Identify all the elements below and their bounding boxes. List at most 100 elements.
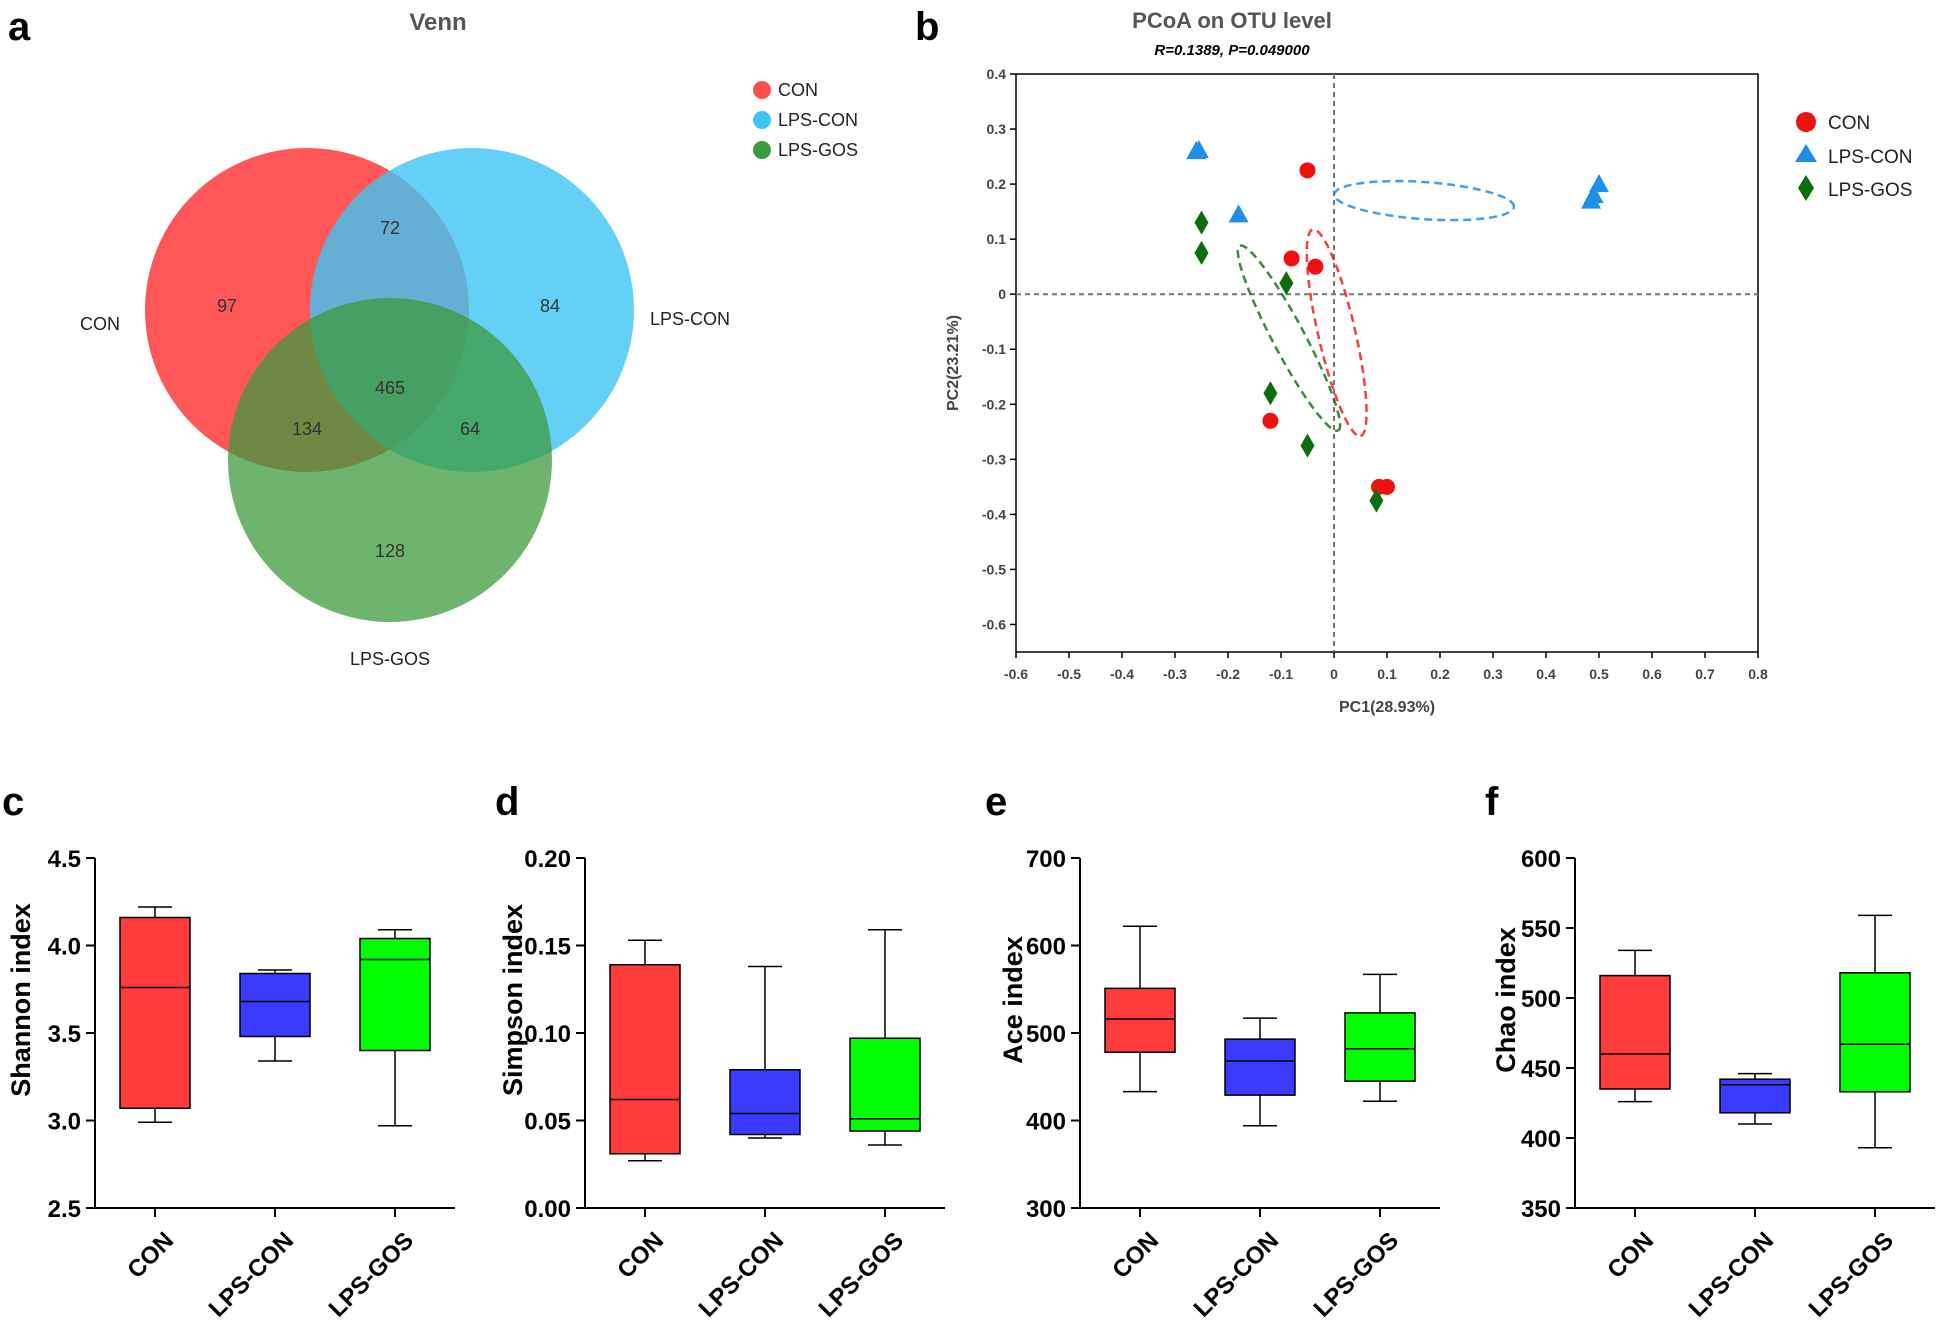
pcoa-y-tick-label: -0.6 (982, 616, 1006, 632)
chao-y-tick-label: 350 (1521, 1196, 1561, 1223)
pcoa-plot-frame (1015, 73, 1759, 653)
pcoa-y-tick-label: 0.1 (987, 231, 1007, 247)
pcoa-x-tick-label: -0.2 (1216, 666, 1240, 682)
chao-x-tick-label: CON (1602, 1227, 1659, 1284)
shannon-box-lps-con (239, 972, 311, 1038)
simpson-y-tick-label: 0.10 (524, 1021, 571, 1048)
pcoa-x-tick-label: -0.6 (1004, 666, 1028, 682)
shannon-x-tick-label: LPS-CON (204, 1227, 299, 1322)
pcoa-x-tick-label: 0.2 (1430, 666, 1450, 682)
pcoa-legend-marker-lps-gos (1798, 175, 1814, 201)
panel-label-f: f (1485, 780, 1499, 824)
pcoa-x-axis-label: PC1(28.93%) (1339, 699, 1435, 716)
simpson-box-lps-con (729, 1069, 801, 1136)
pcoa-x-tick-label: 0.5 (1589, 666, 1609, 682)
pcoa-x-tick-label: 0.7 (1695, 666, 1715, 682)
chao-box-con (1599, 974, 1671, 1090)
shannon-y-tick-label: 4.5 (48, 846, 81, 873)
pcoa-point-con (1379, 478, 1395, 495)
simpson-y-tick-label: 0.15 (524, 934, 571, 961)
pcoa-title: PCoA on OTU level (1132, 8, 1332, 33)
pcoa-x-tick-label: 0.8 (1748, 666, 1768, 682)
pcoa-ellipse-lps-gos (1236, 244, 1342, 433)
pcoa-ellipse-con (1305, 228, 1368, 438)
venn-set-label-lps-con: LPS-CON (650, 309, 730, 329)
pcoa-y-tick-label: 0.4 (987, 66, 1007, 82)
chao-boxplot: Chao index 350 400 450 500 550 600 CON LPS-CON L… (1491, 846, 1935, 1322)
chao-y-tick-label: 450 (1521, 1056, 1561, 1083)
pcoa-point-lps-con (1589, 174, 1609, 193)
pcoa-point-lps-gos (1369, 488, 1384, 513)
shannon-y-tick-label: 3.0 (48, 1109, 81, 1136)
pcoa-point-lps-gos (1279, 271, 1294, 296)
chao-y-axis-label: Chao index (1491, 927, 1521, 1073)
pcoa-point-lps-gos (1263, 381, 1278, 406)
pcoa-point-lps-gos (1300, 433, 1315, 458)
venn-region-con-only: 97 (217, 296, 237, 316)
pcoa-x-tick-label: -0.1 (1269, 666, 1293, 682)
panel-label-e: e (985, 780, 1007, 824)
venn-legend-label-lps-con: LPS-CON (778, 110, 858, 130)
shannon-box-lps-gos (359, 937, 431, 1052)
pcoa-point-lps-con (1188, 139, 1209, 158)
venn-region-lps-gos-only: 128 (375, 541, 405, 561)
pcoa-point-con (1299, 162, 1316, 179)
ace-y-axis-label: Ace index (998, 936, 1028, 1064)
ace-box-lps-gos (1344, 1012, 1416, 1082)
pcoa-y-tick-label: -0.2 (982, 396, 1006, 412)
pcoa-y-tick-label: -0.1 (982, 341, 1006, 357)
venn-circle-lps-gos (228, 298, 552, 622)
pcoa-x-tick-label: 0.3 (1483, 666, 1503, 682)
simpson-y-tick-label: 0.05 (524, 1109, 571, 1136)
venn-region-con-lps-con: 72 (380, 218, 400, 238)
shannon-y-tick-label: 2.5 (48, 1196, 81, 1223)
chao-y-tick-label: 400 (1521, 1126, 1561, 1153)
shannon-x-tick-label: CON (122, 1227, 179, 1284)
simpson-box-con (609, 964, 681, 1155)
pcoa-x-tick-label: 0.6 (1642, 666, 1662, 682)
venn-set-label-con: CON (80, 314, 120, 334)
pcoa-x-tick-label: 0.1 (1377, 666, 1397, 682)
ace-x-tick-label: LPS-CON (1189, 1227, 1284, 1322)
ace-y-tick-label: 300 (1026, 1196, 1066, 1223)
ace-y-tick-label: 600 (1026, 934, 1066, 961)
pcoa-y-tick-label: -0.3 (982, 451, 1006, 467)
panel-label-a: a (8, 5, 31, 49)
pcoa-x-tick-label: -0.3 (1163, 666, 1187, 682)
pcoa-x-tick-label: -0.4 (1110, 666, 1134, 682)
chao-y-tick-label: 500 (1521, 986, 1561, 1013)
venn-region-lps-con-only: 84 (540, 296, 560, 316)
simpson-x-tick-label: CON (612, 1227, 669, 1284)
pcoa-y-tick-label: 0 (998, 286, 1006, 302)
simpson-x-tick-label: LPS-CON (694, 1227, 789, 1322)
pcoa-y-axis-label: PC2(23.21%) (945, 315, 962, 411)
pcoa-point-con (1262, 412, 1279, 429)
panel-label-b: b (915, 5, 939, 49)
chao-y-tick-label: 600 (1521, 846, 1561, 873)
pcoa-legend-label-lps-con: LPS-CON (1828, 147, 1912, 168)
simpson-y-tick-label: 0.00 (524, 1196, 571, 1223)
pcoa-x-tick-label: 0 (1330, 666, 1338, 682)
shannon-boxplot: Shannon index 2.5 3.0 3.5 4.0 4.5 CON LPS-CON L… (6, 846, 455, 1322)
pcoa-y-tick-label: 0.3 (987, 121, 1007, 137)
simpson-boxplot: Simpson index 0.00 0.05 0.10 0.15 0.20 CON LPS… (498, 846, 945, 1322)
pcoa-point-con (1307, 258, 1324, 275)
shannon-box-con (119, 916, 191, 1109)
pcoa-y-tick-label: -0.4 (982, 506, 1006, 522)
shannon-y-tick-label: 3.5 (48, 1021, 81, 1048)
venn-legend-marker-con (753, 81, 771, 99)
chao-y-tick-label: 550 (1521, 916, 1561, 943)
venn-set-label-lps-gos: LPS-GOS (350, 649, 430, 669)
pcoa-x-tick-label: 0.4 (1536, 666, 1556, 682)
pcoa-subtitle: R=0.1389, P=0.049000 (1154, 42, 1310, 59)
venn-title: Venn (409, 9, 466, 36)
pcoa-point-lps-gos (1194, 210, 1209, 235)
ace-box-con (1104, 987, 1176, 1053)
pcoa-x-tick-label: -0.5 (1057, 666, 1081, 682)
ace-y-tick-label: 700 (1026, 846, 1066, 873)
chao-box-lps-gos (1839, 972, 1911, 1093)
simpson-x-tick-label: LPS-GOS (814, 1227, 909, 1322)
ace-x-tick-label: CON (1107, 1227, 1164, 1284)
ace-y-tick-label: 400 (1026, 1109, 1066, 1136)
